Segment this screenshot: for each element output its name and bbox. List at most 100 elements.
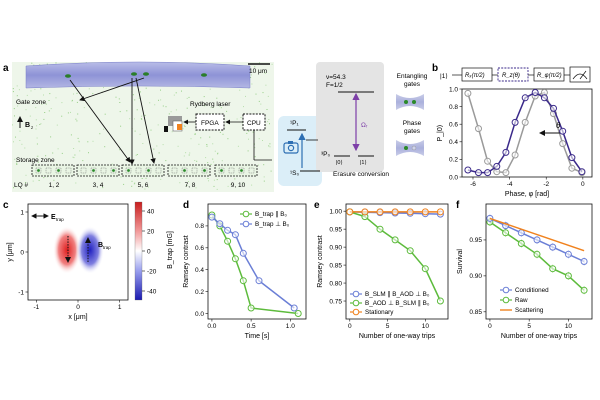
- noise-dot: [77, 137, 79, 139]
- noise-dot: [61, 115, 63, 117]
- noise-dot: [240, 117, 242, 118]
- noise-dot: [16, 160, 18, 162]
- data-point: [549, 243, 557, 251]
- data-point: [391, 208, 399, 216]
- noise-dot: [212, 158, 214, 160]
- noise-dot: [74, 154, 76, 156]
- noise-dot: [254, 147, 256, 149]
- noise-dot: [13, 141, 14, 143]
- noise-dot: [43, 177, 45, 179]
- atom-dot: [412, 100, 416, 104]
- storage-box: [167, 164, 211, 177]
- noise-dot: [213, 179, 215, 181]
- noise-dot: [154, 104, 156, 106]
- noise-dot: [162, 105, 164, 107]
- noise-dot: [212, 107, 214, 108]
- heatmap-negative-lobe: [76, 226, 104, 274]
- noise-dot: [70, 111, 71, 113]
- noise-dot: [19, 140, 21, 141]
- noise-dot: [52, 152, 54, 154]
- noise-dot: [87, 141, 89, 143]
- noise-dot: [145, 87, 147, 89]
- noise-dot: [160, 99, 162, 101]
- noise-dot: [71, 99, 73, 101]
- y-axis-label: y [μm]: [7, 242, 14, 261]
- noise-dot: [158, 99, 159, 101]
- noise-dot: [50, 108, 52, 110]
- y-axis-label: P_|0⟩: [436, 124, 444, 141]
- colorbar-tick-label: 20: [147, 228, 155, 235]
- data-point: [436, 297, 444, 305]
- storage-zone-boxes: [31, 164, 258, 177]
- noise-dot: [136, 154, 138, 155]
- noise-dot: [250, 74, 252, 76]
- data-point: [391, 236, 399, 244]
- x-tick-label: 5: [386, 323, 390, 330]
- noise-dot: [19, 130, 21, 132]
- data-point: [580, 286, 588, 294]
- x-tick-label: 1: [118, 304, 122, 311]
- e-trap-label: E: [51, 214, 56, 221]
- storage-site: [55, 167, 62, 174]
- noise-dot: [190, 138, 192, 140]
- noise-dot: [259, 62, 260, 64]
- seq-gate-rz-label: R_z(θ): [502, 73, 520, 79]
- noise-dot: [221, 160, 223, 162]
- noise-dot: [186, 97, 188, 99]
- noise-dot: [220, 107, 222, 109]
- noise-dot: [78, 141, 80, 143]
- level-1s0: ¹S₀: [290, 170, 300, 177]
- noise-dot: [271, 63, 273, 65]
- storage-site: [125, 167, 132, 174]
- y-tick-label: 1.0: [449, 86, 458, 93]
- x-axis-label: Number of one-way trips: [501, 333, 578, 340]
- noise-dot: [175, 109, 177, 111]
- x-tick-label: -2: [543, 181, 549, 188]
- noise-dot: [24, 147, 26, 149]
- panel-letter-d: d: [183, 200, 189, 211]
- storage-site: [45, 167, 52, 174]
- noise-dot: [248, 130, 250, 132]
- noise-dot: [195, 133, 196, 135]
- noise-dot: [149, 102, 151, 104]
- panel-c: c -1 0 1 -1 0 1 x [μm] y [μm] E trap B trap 40 2…: [3, 200, 174, 321]
- x-tick-label: 0: [581, 181, 585, 188]
- data-point: [290, 304, 298, 312]
- noise-dot: [14, 158, 16, 160]
- noise-dot: [217, 152, 219, 154]
- noise-dot: [40, 88, 42, 90]
- noise-dot: [207, 162, 209, 164]
- bfield-label: B: [25, 122, 30, 129]
- noise-dot: [120, 176, 122, 178]
- y-tick-label: 0.8: [195, 223, 204, 230]
- noise-dot: [72, 156, 74, 158]
- noise-dot: [248, 138, 249, 140]
- noise-dot: [53, 179, 55, 181]
- colorbar-label: B_trap [mG]: [167, 231, 174, 269]
- panel-letter-a: a: [3, 63, 9, 74]
- x-tick-label: -4: [507, 181, 513, 188]
- noise-dot: [43, 94, 44, 96]
- gate-zone-label: Gate zone: [16, 99, 46, 106]
- noise-dot: [134, 182, 136, 184]
- noise-dot: [120, 125, 122, 127]
- y-tick-label: 0: [20, 249, 24, 256]
- measure-box: [569, 66, 591, 83]
- noise-dot: [263, 176, 265, 178]
- colorbar-tick-label: -40: [147, 288, 157, 295]
- y-tick-label: 0.85: [329, 262, 342, 269]
- stored-atom: [240, 169, 243, 172]
- noise-dot: [25, 182, 26, 184]
- noise-dot: [239, 89, 241, 91]
- atom-spot: [65, 74, 71, 78]
- noise-dot: [103, 87, 104, 89]
- storage-site: [100, 167, 107, 174]
- noise-dot: [269, 146, 271, 148]
- noise-dot: [76, 92, 78, 94]
- level-1p1: ¹P₁: [290, 120, 300, 127]
- legend-marker: [242, 220, 250, 228]
- noise-dot: [258, 100, 260, 102]
- camera-icon: [283, 141, 299, 154]
- noise-dot: [237, 145, 239, 147]
